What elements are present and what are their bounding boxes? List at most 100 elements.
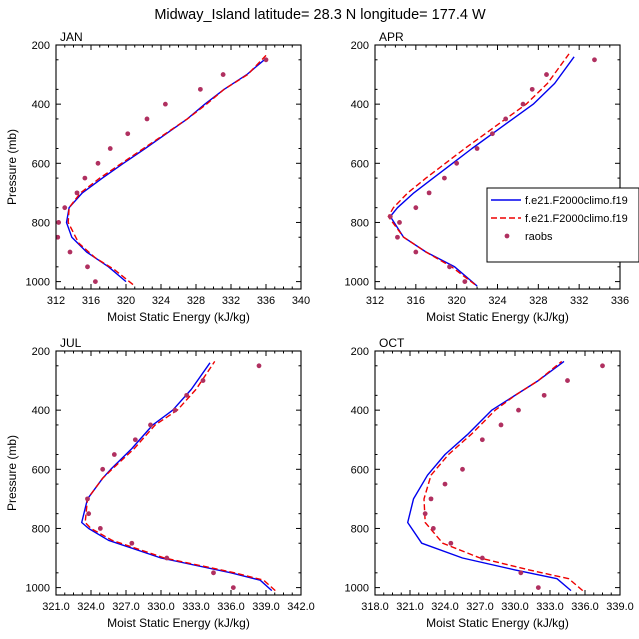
raobs-point <box>85 264 90 270</box>
raobs-point <box>144 116 150 122</box>
raobs-point <box>442 481 448 487</box>
x-tick-label: 330.0 <box>147 601 175 613</box>
raobs-point <box>56 234 61 240</box>
raobs-point <box>263 57 269 63</box>
x-tick-label: 328 <box>187 295 205 307</box>
series-line-1 <box>423 360 584 592</box>
raobs-point <box>164 555 170 561</box>
panel-2: JUL 321.0 324.0 327.0 330.0 333.0 336.0 339.0 34… <box>5 336 315 630</box>
raobs-point <box>529 86 535 92</box>
legend-label: f.e21.F2000climo.f19 <box>525 195 628 207</box>
y-tick-label: 600 <box>351 158 369 170</box>
legend: f.e21.F2000climo.f19 f.e21.F2000climo.f19… <box>486 187 639 263</box>
raobs-point <box>200 378 206 383</box>
x-tick-label: 333.0 <box>182 601 210 613</box>
series-line-1 <box>67 54 267 286</box>
x-tick-label: 327.0 <box>112 601 140 613</box>
legend-marker <box>504 233 510 239</box>
y-tick-label: 400 <box>32 405 50 417</box>
raobs-point <box>74 190 80 196</box>
panel-1: APR 312 316 320 324 328 332 336 200 400 600 800 1000… <box>345 30 639 324</box>
raobs-point <box>95 160 101 166</box>
raobs-point <box>220 72 226 77</box>
raobs-point <box>92 279 98 285</box>
y-tick-label: 600 <box>351 464 369 476</box>
x-axis-label: Moist Static Energy (kJ/kg) <box>107 310 250 324</box>
panel-title: APR <box>379 30 404 44</box>
x-tick-label: 327.0 <box>466 601 494 613</box>
raobs-point <box>460 466 465 472</box>
plot-frame <box>55 350 302 596</box>
raobs-point <box>86 511 92 517</box>
raobs-point <box>172 407 178 413</box>
y-tick-label: 600 <box>32 464 50 476</box>
raobs-point <box>395 234 400 240</box>
series-line-1 <box>387 53 570 286</box>
panels: JAN 312 316 320 324 328 332 336 340 200 400 600 800 1… <box>5 30 639 630</box>
raobs-point <box>520 101 526 107</box>
x-tick-label: 328 <box>529 295 547 307</box>
raobs-point <box>600 363 605 369</box>
y-tick-label: 1000 <box>26 583 50 595</box>
raobs-point <box>397 220 402 225</box>
x-tick-label: 324.0 <box>431 601 459 613</box>
raobs-point <box>544 72 549 77</box>
y-tick-label: 800 <box>351 217 369 229</box>
x-tick-label: 324.0 <box>77 601 105 613</box>
raobs-point <box>56 220 62 225</box>
x-tick-label: 333.0 <box>536 601 564 613</box>
x-tick-label: 316 <box>407 295 425 307</box>
legend-label: raobs <box>525 231 553 243</box>
raobs-point <box>442 175 447 181</box>
raobs-point <box>447 264 452 270</box>
x-tick-label: 336 <box>257 295 275 307</box>
raobs-point <box>516 407 521 413</box>
x-tick-label: 336.0 <box>571 601 599 613</box>
raobs-point <box>479 555 485 561</box>
raobs-point <box>67 249 73 255</box>
raobs-point <box>111 452 117 457</box>
plot-frame <box>374 44 621 290</box>
y-axis-label: Pressure (mb) <box>5 435 19 511</box>
raobs-point <box>462 279 468 285</box>
raobs-point <box>413 205 419 211</box>
raobs-point <box>387 214 393 219</box>
raobs-point <box>132 437 138 443</box>
raobs-point <box>428 496 434 502</box>
y-tick-label: 1000 <box>345 583 369 595</box>
raobs-point <box>107 146 113 151</box>
x-axis-label: Moist Static Energy (kJ/kg) <box>426 310 569 324</box>
y-tick-label: 800 <box>351 523 369 535</box>
y-tick-label: 800 <box>32 523 50 535</box>
x-tick-label: 321.0 <box>42 601 70 613</box>
x-tick-label: 339.0 <box>252 601 280 613</box>
series-group <box>56 54 269 286</box>
y-tick-label: 1000 <box>26 277 50 289</box>
series-group <box>387 53 597 287</box>
raobs-point <box>479 437 485 443</box>
raobs-point <box>413 249 419 255</box>
raobs-point <box>474 146 480 151</box>
x-tick-label: 339.0 <box>606 601 634 613</box>
raobs-point <box>148 422 153 428</box>
raobs-point <box>426 190 432 196</box>
raobs-point <box>498 422 504 428</box>
y-tick-label: 200 <box>32 346 50 358</box>
raobs-point <box>82 175 88 181</box>
x-tick-label: 336 <box>611 295 629 307</box>
raobs-point <box>256 363 262 369</box>
y-tick-label: 400 <box>351 405 369 417</box>
x-axis-label: Moist Static Energy (kJ/kg) <box>107 616 250 630</box>
x-tick-label: 320 <box>117 295 135 307</box>
x-tick-label: 321.0 <box>396 601 424 613</box>
raobs-point <box>129 540 135 546</box>
y-tick-label: 200 <box>351 346 369 358</box>
x-tick-label: 320 <box>447 295 465 307</box>
panel-title: JAN <box>60 30 83 44</box>
x-tick-label: 324 <box>152 295 170 307</box>
x-tick-label: 312 <box>47 295 65 307</box>
raobs-point <box>184 392 190 398</box>
y-tick-label: 800 <box>32 217 50 229</box>
raobs-point <box>489 131 495 137</box>
